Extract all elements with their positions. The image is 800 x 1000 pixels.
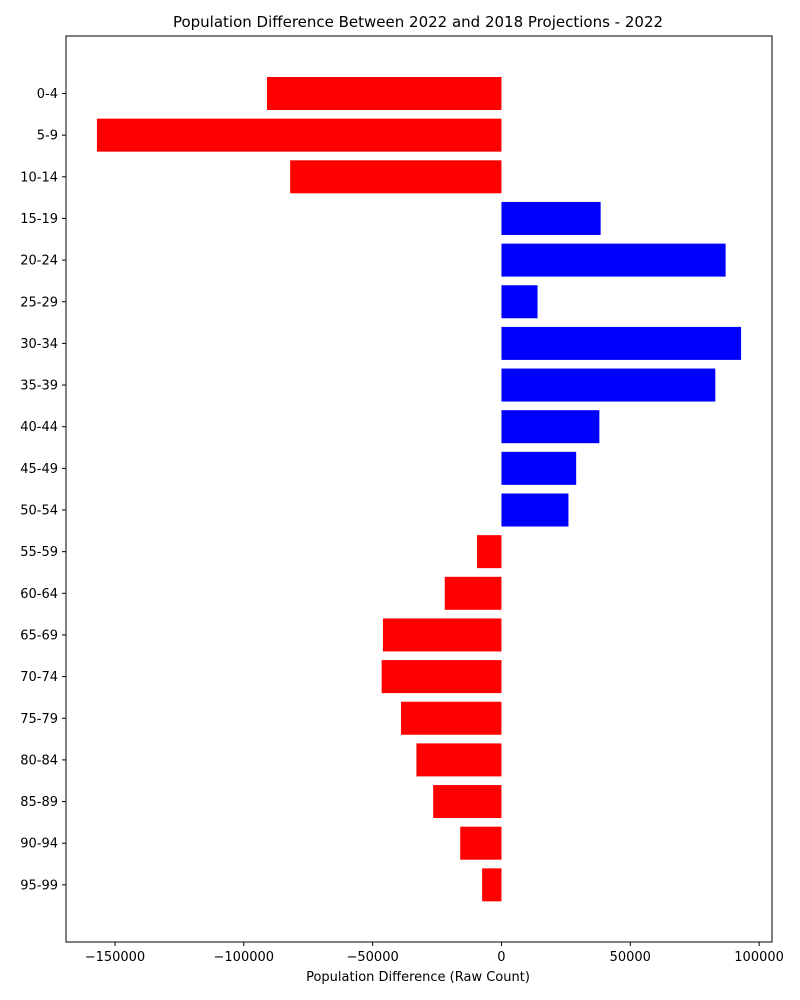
y-tick-label: 10-14 (20, 170, 58, 185)
bar-70-74 (381, 660, 502, 694)
bar-95-99 (482, 868, 502, 902)
bar-30-34 (501, 326, 742, 360)
y-tick-label: 70-74 (20, 670, 58, 685)
x-tick-label: −100000 (214, 950, 275, 965)
y-tick-label: 95-99 (20, 878, 58, 893)
y-axis-ticks: 0-4 5-9 10-14 15-19 20-24 25-29 30-34 35-39 40-4… (20, 87, 66, 893)
bar-65-69 (382, 618, 502, 652)
bar-15-19 (501, 201, 601, 235)
bar-20-24 (501, 243, 726, 277)
y-tick-label: 55-59 (20, 545, 58, 560)
y-tick-label: 85-89 (20, 795, 58, 810)
y-tick-label: 35-39 (20, 379, 58, 394)
x-tick-label: −50000 (346, 950, 398, 965)
x-axis-title: Population Difference (Raw Count) (306, 970, 530, 985)
x-tick-label: 0 (497, 950, 505, 965)
y-tick-label: 80-84 (20, 753, 58, 768)
x-axis-ticks: −150000 −100000 −50000 0 50000 100000 (85, 942, 784, 965)
bar-75-79 (400, 701, 502, 735)
bar-10-14 (290, 160, 502, 194)
y-tick-label: 90-94 (20, 837, 58, 852)
bar-5-9 (96, 118, 502, 152)
bar-25-29 (501, 285, 538, 319)
y-tick-label: 30-34 (20, 337, 58, 352)
bars-group (96, 77, 742, 902)
bar-40-44 (501, 410, 600, 444)
bar-35-39 (501, 368, 716, 402)
y-tick-label: 15-19 (20, 212, 58, 227)
y-tick-label: 65-69 (20, 628, 58, 643)
bar-45-49 (501, 451, 577, 485)
x-tick-label: 100000 (734, 950, 784, 965)
y-tick-label: 40-44 (20, 420, 58, 435)
y-tick-label: 60-64 (20, 587, 58, 602)
y-tick-label: 45-49 (20, 462, 58, 477)
bar-85-89 (433, 785, 502, 819)
y-tick-label: 25-29 (20, 295, 58, 310)
y-tick-label: 5-9 (37, 129, 58, 144)
chart-title: Population Difference Between 2022 and 2… (173, 13, 663, 31)
y-tick-label: 75-79 (20, 712, 58, 727)
bar-0-4 (266, 77, 502, 110)
y-tick-label: 50-54 (20, 504, 58, 519)
bar-60-64 (444, 576, 502, 610)
x-tick-label: 50000 (610, 950, 651, 965)
y-tick-label: 20-24 (20, 254, 58, 269)
plot-frame (65, 35, 773, 943)
y-tick-label: 0-4 (37, 87, 58, 102)
bar-50-54 (501, 493, 569, 527)
bar-80-84 (416, 743, 502, 777)
bar-90-94 (460, 826, 502, 860)
x-tick-label: −150000 (85, 950, 146, 965)
bar-55-59 (476, 535, 502, 569)
